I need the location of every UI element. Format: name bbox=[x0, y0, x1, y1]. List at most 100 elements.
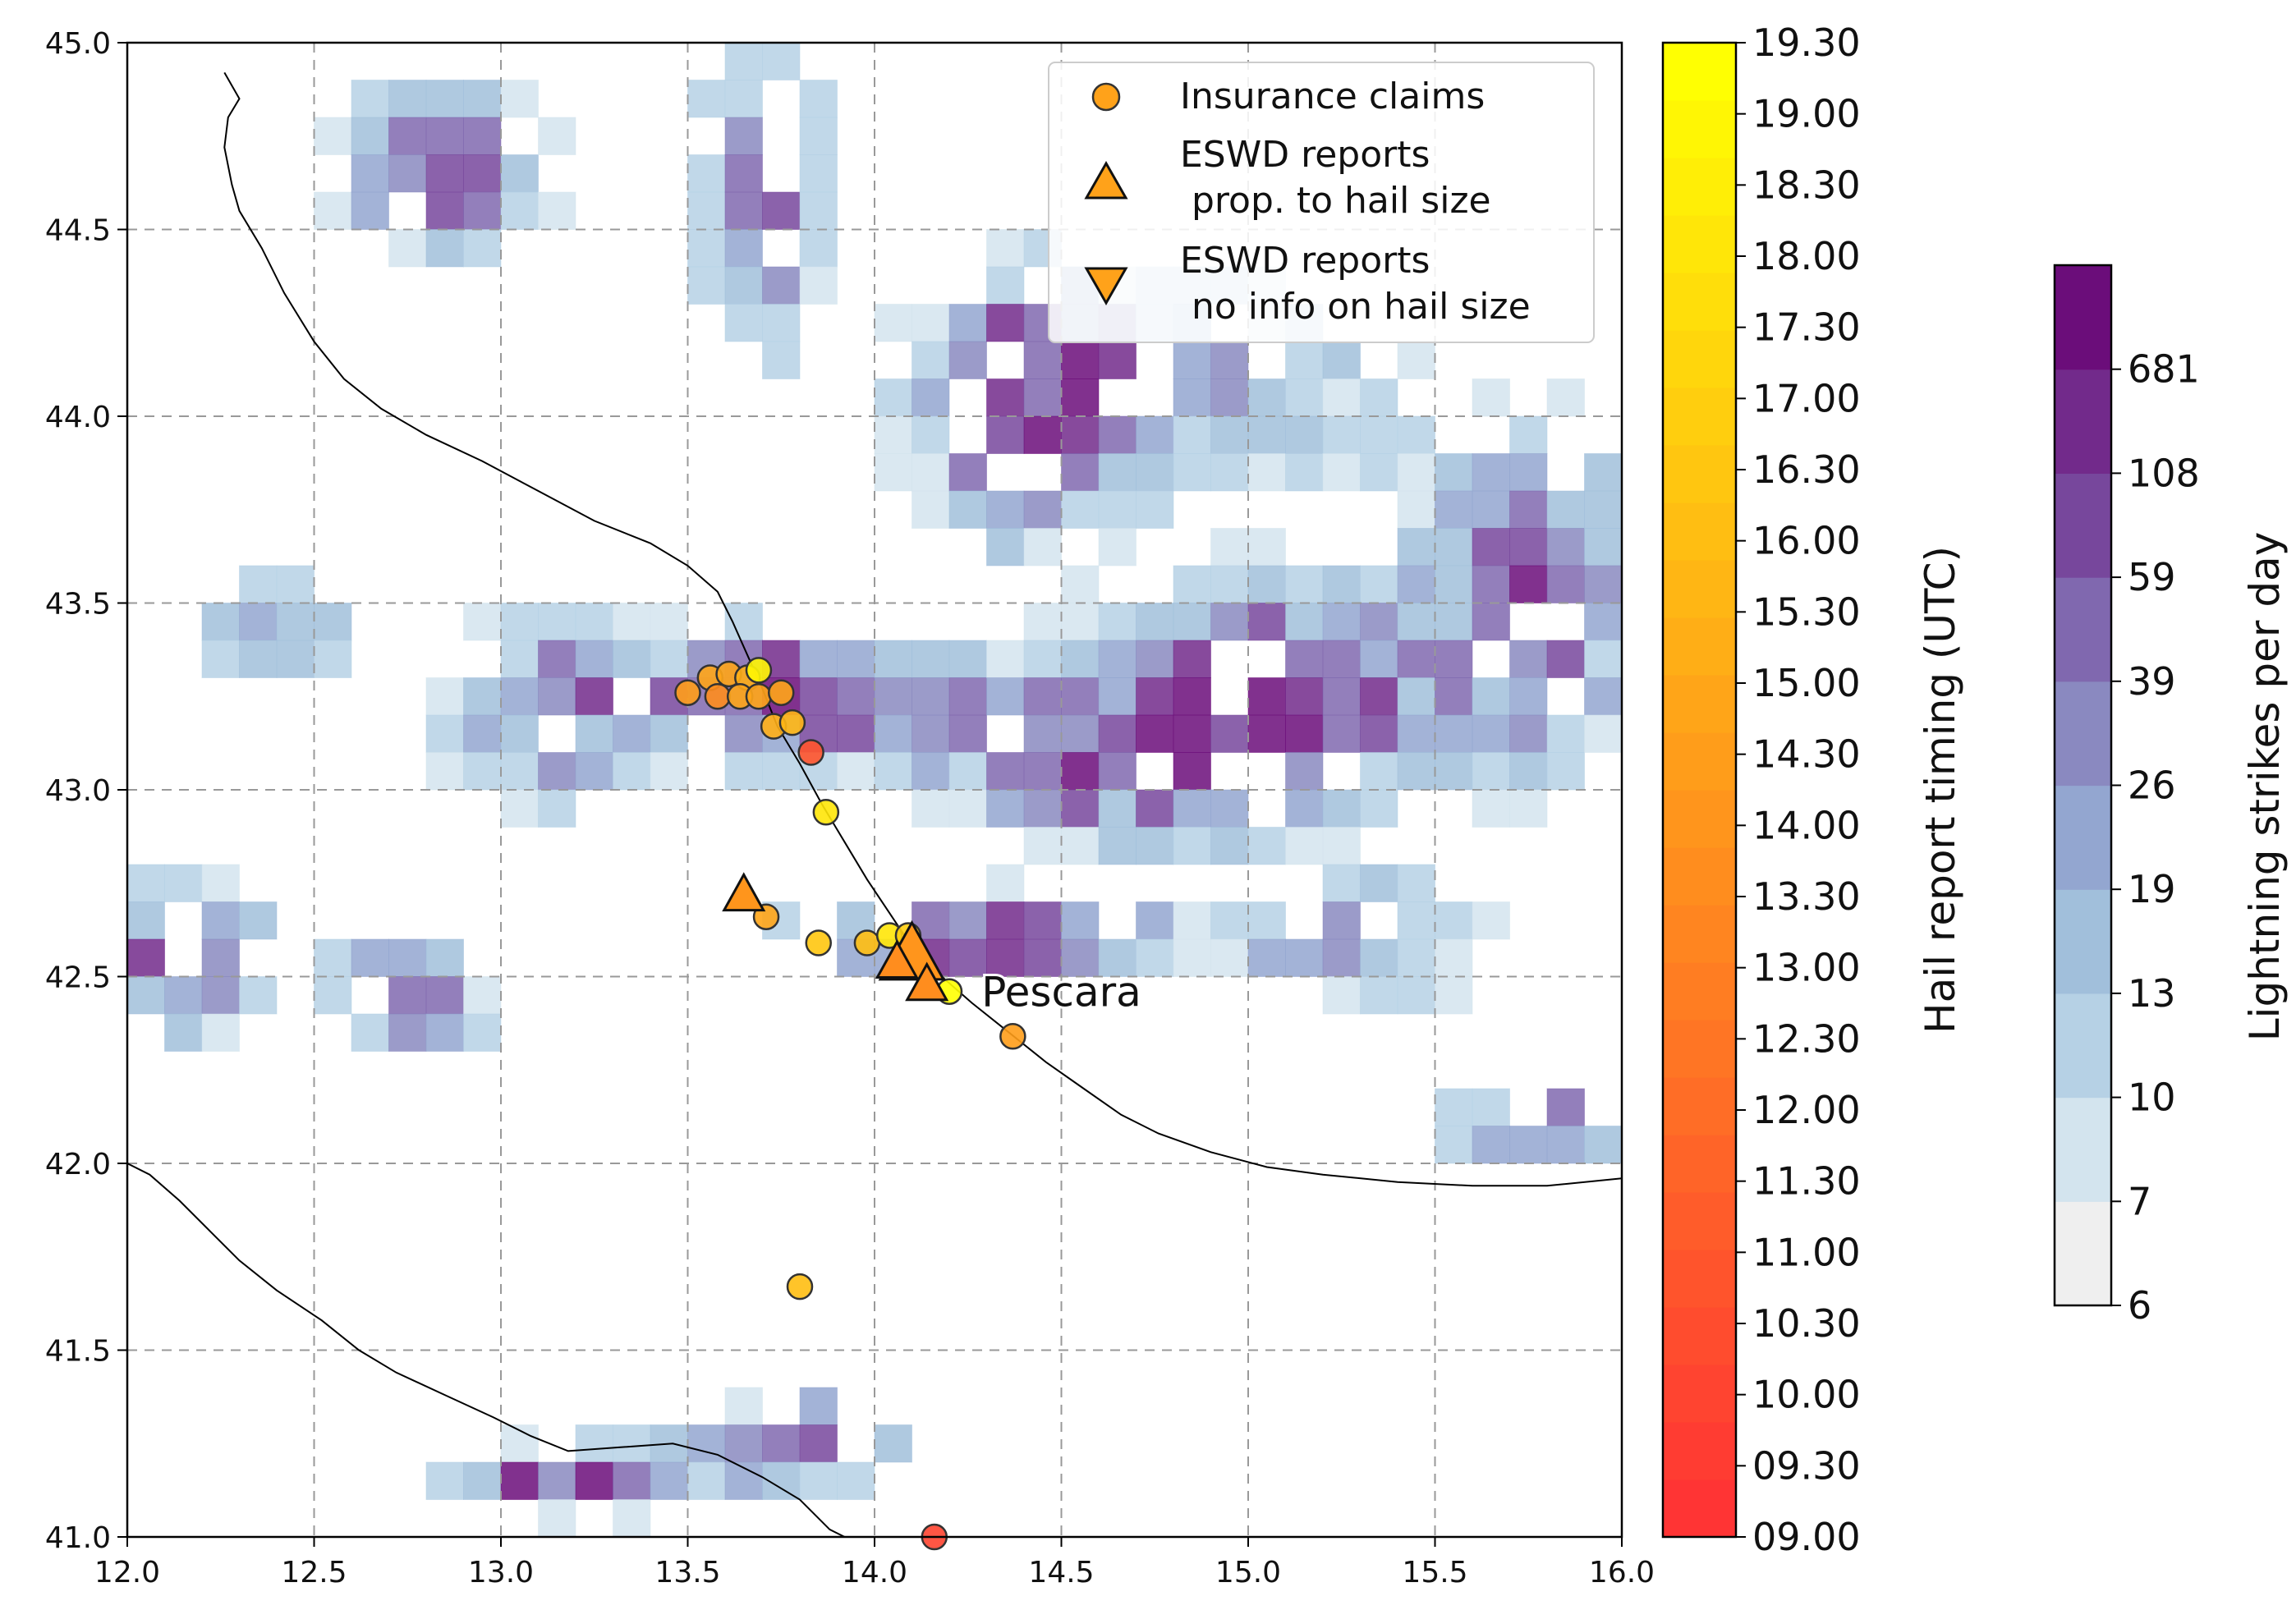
lightning-cell bbox=[1509, 789, 1548, 828]
lightning-cell bbox=[1322, 453, 1361, 492]
lightning-cell bbox=[1584, 565, 1622, 603]
timing-tick-label: 10.00 bbox=[1752, 1373, 1861, 1417]
lightning-cell bbox=[1098, 453, 1137, 492]
lightning-cell bbox=[1023, 789, 1062, 828]
lightning-cell bbox=[463, 1013, 502, 1052]
lightning-cell bbox=[1098, 677, 1137, 716]
lightning-tick-label: 59 bbox=[2128, 555, 2176, 599]
timing-swatch bbox=[1663, 1307, 1736, 1365]
lightning-cell bbox=[912, 453, 950, 492]
lightning-cell bbox=[1061, 677, 1100, 716]
lightning-cell bbox=[799, 229, 838, 268]
lightning-cell bbox=[1173, 378, 1211, 417]
lightning-cell bbox=[724, 229, 763, 268]
timing-swatch bbox=[1663, 732, 1736, 791]
lightning-cell bbox=[1136, 827, 1174, 865]
lightning-cell bbox=[986, 864, 1025, 902]
lightning-cell bbox=[1098, 603, 1137, 641]
lightning-cell bbox=[1472, 490, 1510, 529]
insurance-claim-marker bbox=[805, 929, 832, 956]
lightning-cell bbox=[201, 938, 240, 977]
lightning-cell bbox=[164, 976, 203, 1015]
lightning-cell bbox=[1247, 565, 1286, 603]
lightning-cell bbox=[837, 714, 875, 753]
lightning-cell bbox=[687, 229, 726, 268]
lightning-cell bbox=[762, 304, 801, 342]
lightning-cell bbox=[201, 976, 240, 1015]
lightning-cell bbox=[613, 603, 651, 641]
coastline bbox=[127, 71, 1622, 1537]
insurance-claim-marker bbox=[786, 1273, 814, 1300]
lightning-cell bbox=[986, 415, 1025, 454]
lightning-cell bbox=[837, 1461, 875, 1500]
lightning-cell bbox=[1546, 1088, 1585, 1126]
lightning-cell bbox=[1472, 378, 1510, 417]
lightning-cell bbox=[912, 378, 950, 417]
lightning-cell bbox=[1098, 341, 1137, 379]
lightning-cell bbox=[1285, 714, 1324, 753]
lightning-swatch bbox=[2055, 1201, 2111, 1306]
y-tick-label: 44.5 bbox=[45, 214, 111, 248]
y-tick-label: 41.5 bbox=[45, 1335, 111, 1369]
legend-label-insurance-claims: Insurance claims bbox=[1180, 76, 1485, 117]
lightning-cell bbox=[1360, 789, 1398, 828]
timing-swatch bbox=[1663, 1479, 1736, 1538]
lightning-cell bbox=[388, 938, 427, 977]
lightning-cell bbox=[1322, 827, 1361, 865]
lightning-cell bbox=[1023, 415, 1062, 454]
lightning-cell bbox=[276, 640, 315, 678]
lightning-cell bbox=[575, 677, 613, 716]
lightning-cell bbox=[724, 1387, 763, 1425]
lightning-cell bbox=[1546, 528, 1585, 566]
lightning-cell bbox=[500, 640, 539, 678]
timing-swatch bbox=[1663, 273, 1736, 331]
lightning-cell bbox=[500, 80, 539, 118]
lightning-cell bbox=[1173, 603, 1211, 641]
lightning-cell bbox=[1322, 864, 1361, 902]
lightning-cell bbox=[1322, 341, 1361, 379]
lightning-cell bbox=[425, 80, 464, 118]
lightning-cell bbox=[463, 117, 502, 155]
lightning-cell bbox=[425, 677, 464, 716]
lightning-cell bbox=[874, 304, 912, 342]
lightning-cell bbox=[724, 80, 763, 118]
lightning-cell bbox=[912, 490, 950, 529]
lightning-cell bbox=[1397, 565, 1435, 603]
lightning-cell bbox=[912, 304, 950, 342]
lightning-cell bbox=[1173, 677, 1211, 716]
lightning-cell bbox=[1023, 640, 1062, 678]
timing-tick-label: 19.30 bbox=[1752, 21, 1861, 65]
lightning-cell bbox=[613, 640, 651, 678]
lightning-cell bbox=[1509, 1126, 1548, 1164]
lightning-cell bbox=[948, 640, 987, 678]
lightning-cell bbox=[1247, 901, 1286, 940]
lightning-cell bbox=[1136, 415, 1174, 454]
lightning-cell bbox=[874, 677, 912, 716]
insurance-claim-marker bbox=[768, 679, 795, 706]
legend-triangle-down-marker bbox=[1084, 267, 1128, 306]
lightning-cell bbox=[948, 304, 987, 342]
legend-label-eswd-sized-line1: ESWD reports bbox=[1180, 134, 1430, 176]
lightning-cell bbox=[724, 1424, 763, 1463]
lightning-cell bbox=[724, 752, 763, 791]
lightning-swatch bbox=[2055, 785, 2111, 890]
lightning-cell bbox=[1173, 752, 1211, 791]
timing-swatch bbox=[1663, 1192, 1736, 1250]
timing-swatch bbox=[1663, 1135, 1736, 1193]
timing-swatch bbox=[1663, 330, 1736, 388]
lightning-cell bbox=[1023, 603, 1062, 641]
lightning-cell bbox=[1360, 603, 1398, 641]
lightning-cell bbox=[463, 677, 502, 716]
lightning-cell bbox=[1136, 677, 1174, 716]
lightning-cell bbox=[912, 640, 950, 678]
lightning-cell bbox=[724, 714, 763, 753]
lightning-cell bbox=[762, 1424, 801, 1463]
timing-swatch bbox=[1663, 1077, 1736, 1135]
legend-label-eswd-sized: ESWD reports prop. to hail size bbox=[1180, 134, 1491, 222]
lightning-cell bbox=[948, 677, 987, 716]
timing-tick-label: 19.00 bbox=[1752, 92, 1861, 136]
y-tick-label: 41.0 bbox=[45, 1521, 111, 1555]
insurance-claim-marker bbox=[853, 929, 881, 956]
timing-tick-label: 09.30 bbox=[1752, 1443, 1861, 1488]
lightning-cell bbox=[1435, 603, 1473, 641]
